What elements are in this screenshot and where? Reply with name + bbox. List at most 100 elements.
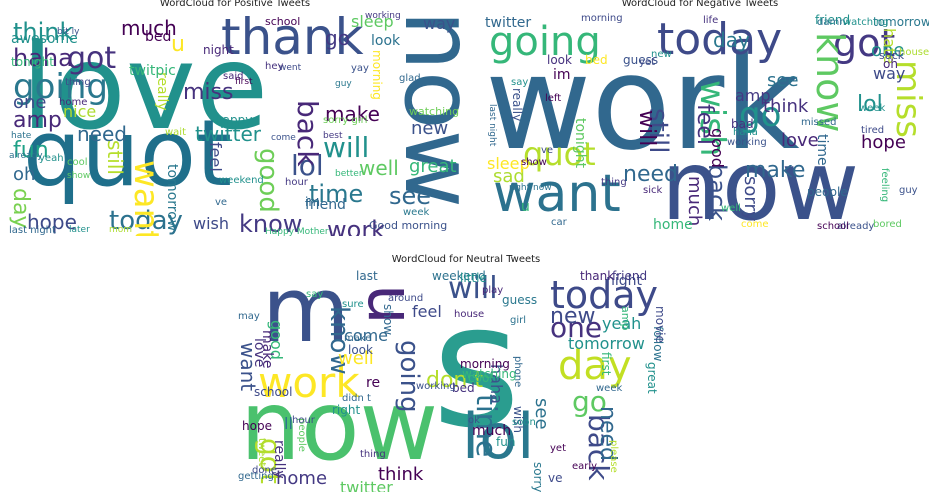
wordcloud-word: said	[223, 71, 244, 82]
wordcloud-word: later	[69, 225, 90, 235]
wordcloud-word: hope	[861, 132, 906, 153]
wordcloud-word: last night	[9, 225, 56, 236]
wordcloud-word: show	[521, 157, 547, 168]
wordcloud-word: well	[359, 156, 399, 180]
wordcloud-word: better	[335, 169, 363, 179]
wordcloud-word: sorry girl	[323, 115, 368, 126]
wordcloud-word: done	[252, 465, 277, 476]
wordcloud-word: guess	[502, 293, 538, 307]
wordcloud-word: house	[454, 309, 485, 320]
wordcloud-word: working	[416, 381, 456, 392]
wordcloud-word: good	[708, 128, 727, 168]
wordcloud-word: thing	[65, 77, 91, 88]
wordcloud-word: go	[325, 26, 350, 50]
wordcloud-word: wait	[165, 127, 187, 138]
wordcloud-word: say	[511, 77, 529, 88]
wordcloud-word: make	[259, 330, 275, 369]
wordcloud-word: guy	[335, 79, 352, 89]
wordcloud-word: well	[338, 348, 374, 369]
wordcloud-word: school	[817, 221, 850, 232]
wordcloud-word: want	[126, 160, 166, 236]
wordcloud-word: work	[327, 216, 386, 236]
wordcloud-word: ve	[548, 471, 563, 485]
wordcloud-word: need	[623, 162, 678, 187]
wordcloud-word: tomorrow	[873, 15, 929, 29]
wordcloud-word: yet	[550, 443, 566, 454]
wordcloud-word: haha	[733, 127, 758, 138]
wordcloud-word: night	[203, 43, 234, 57]
wordcloud-word: mom	[109, 225, 133, 235]
wordcloud-word: cool	[67, 157, 88, 168]
wordcloud-word: time	[309, 180, 364, 208]
wordcloud-word: bad	[731, 117, 754, 131]
wordcloud-word: tonight	[11, 55, 54, 69]
wordcloud-word: people	[807, 185, 848, 199]
wordcloud-word: need	[77, 122, 127, 146]
wordcloud-word: hour	[292, 415, 315, 426]
wordcloud-word: yet	[639, 57, 655, 68]
wordcloud-word: don t	[426, 368, 483, 393]
wordcloud-word: think	[13, 18, 74, 46]
wordcloud-word: working	[365, 11, 401, 21]
wordcloud-word: hey	[265, 61, 284, 72]
wordcloud-word: quot	[23, 100, 233, 207]
wordcloud-word: make	[325, 102, 380, 126]
wordcloud-word: thank	[580, 269, 615, 283]
wordcloud-word: guess	[623, 53, 659, 67]
wordcloud-word: want	[493, 164, 621, 224]
wordcloud-word: home	[59, 97, 88, 108]
wordcloud-word: work	[258, 358, 360, 407]
wordcloud-word: one	[13, 92, 47, 113]
wordcloud-word: play	[482, 285, 504, 296]
wordcloud-positive: love quot now thank going got think haha day toda…	[5, 8, 465, 236]
wordcloud-word: thank	[221, 8, 364, 66]
panel-title-positive: WordCloud for Positive Tweets	[159, 0, 311, 9]
wordcloud-word: home	[276, 468, 328, 489]
wordcloud-word: twitpic	[129, 63, 176, 79]
wordcloud-word: lol	[462, 400, 535, 473]
wordcloud-word: awesome	[11, 31, 78, 47]
wordcloud-word: tired	[861, 125, 885, 136]
wordcloud-word: first	[235, 77, 253, 87]
wordcloud-word: im	[305, 195, 321, 209]
wordcloud-word: bit ly	[57, 27, 80, 37]
wordcloud-word: amp	[619, 306, 632, 331]
wordcloud-word: phone	[512, 356, 523, 388]
wordcloud-word: guy	[899, 185, 918, 196]
wordcloud-word: day	[558, 343, 632, 389]
wordcloud-word: twitter	[485, 15, 532, 31]
wordcloud-word: going	[13, 67, 108, 107]
wordcloud-word: sleep	[351, 12, 394, 31]
wordcloud-word: oh	[13, 164, 36, 185]
wordcloud-word: sure	[342, 299, 364, 310]
wordcloud-word: sleep	[487, 154, 530, 173]
wordcloud-word: soon	[512, 417, 536, 428]
wordcloud-word: great	[409, 156, 457, 177]
wordcloud-word: twitter	[340, 478, 393, 493]
wordcloud-word: re	[366, 375, 381, 391]
wordcloud-word: today	[550, 273, 659, 317]
wordcloud-word: may	[238, 311, 260, 322]
wordcloud-word: come	[271, 133, 296, 143]
wordcloud-word: bored	[873, 219, 902, 230]
wordcloud-word: best	[323, 131, 343, 141]
wordcloud-word: morning	[460, 357, 510, 371]
wordcloud-word: today	[109, 206, 183, 236]
wordcloud-word: amp	[13, 108, 62, 133]
wordcloud-word: last	[356, 269, 378, 283]
wordcloud-word: go	[739, 95, 782, 135]
wordcloud-word: girl	[510, 315, 527, 326]
wordcloud-word: day	[713, 28, 750, 52]
wordcloud-word: one	[550, 311, 603, 344]
wordcloud-word: love	[781, 130, 819, 151]
wordcloud-word: wish	[193, 214, 230, 233]
wordcloud-word: watching	[462, 367, 517, 381]
wordcloud-word: Good morning	[369, 219, 448, 232]
wordcloud-word: watching	[409, 105, 460, 118]
wordcloud-word: new	[651, 49, 672, 60]
wordcloud-word: friend	[612, 269, 648, 283]
panel-title-neutral: WordCloud for Neutral Tweets	[391, 254, 541, 265]
wordcloud-word: one	[871, 40, 905, 61]
wordcloud-word: friend	[305, 197, 346, 213]
wordcloud-word: cool	[468, 371, 493, 385]
